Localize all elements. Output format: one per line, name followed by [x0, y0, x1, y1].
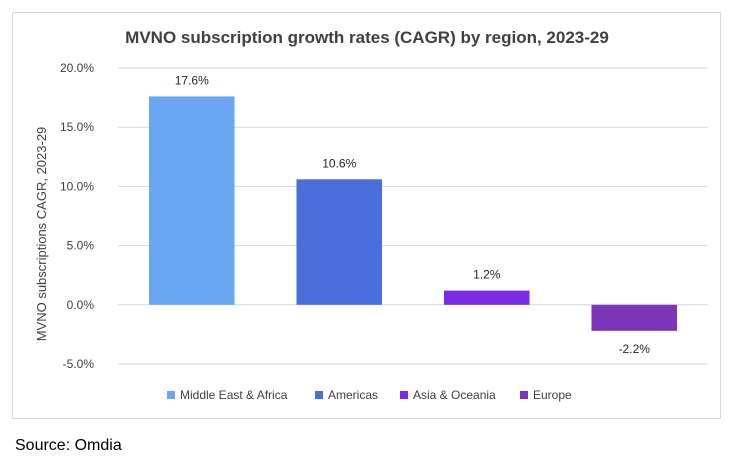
y-tick-label: 20.0%: [60, 61, 94, 75]
legend-swatch: [400, 391, 408, 399]
legend-swatch: [167, 391, 175, 399]
legend-swatch: [315, 391, 323, 399]
bar-chart: MVNO subscription growth rates (CAGR) by…: [34, 28, 708, 402]
bar-3: [591, 304, 678, 331]
bar-1: [296, 179, 383, 305]
data-label: 1.2%: [473, 268, 501, 282]
source-note: Source: Omdia: [15, 437, 122, 454]
y-tick-label: 15.0%: [60, 120, 94, 134]
y-tick-label: 5.0%: [67, 239, 95, 253]
data-label: 17.6%: [175, 73, 209, 87]
legend: Middle East & Africa Americas Asia & Ocean…: [167, 388, 572, 402]
bar-0: [148, 96, 235, 305]
bar-2: [443, 290, 530, 305]
legend-entry: Middle East & Africa: [180, 388, 288, 402]
legend-swatch: [520, 391, 528, 399]
y-tick-label: 10.0%: [60, 179, 94, 193]
chart-title: MVNO subscription growth rates (CAGR) by…: [125, 28, 609, 47]
y-tick-label: 0.0%: [67, 298, 95, 312]
chart-frame: MVNO subscription growth rates (CAGR) by…: [12, 12, 721, 419]
legend-entry: Europe: [533, 388, 572, 402]
y-axis-label: MVNO subscriptions CAGR, 2023-29: [34, 127, 49, 342]
y-axis-ticks: 20.0% 15.0% 10.0% 5.0% 0.0% -5.0%: [60, 61, 94, 371]
y-tick-label: -5.0%: [63, 357, 95, 371]
legend-entry: Asia & Oceania: [413, 388, 496, 402]
data-label: -2.2%: [619, 342, 651, 356]
legend-entry: Americas: [328, 388, 378, 402]
bars: [148, 96, 678, 331]
data-labels: 17.6% 10.6% 1.2% -2.2%: [175, 73, 651, 355]
data-label: 10.6%: [322, 156, 356, 170]
